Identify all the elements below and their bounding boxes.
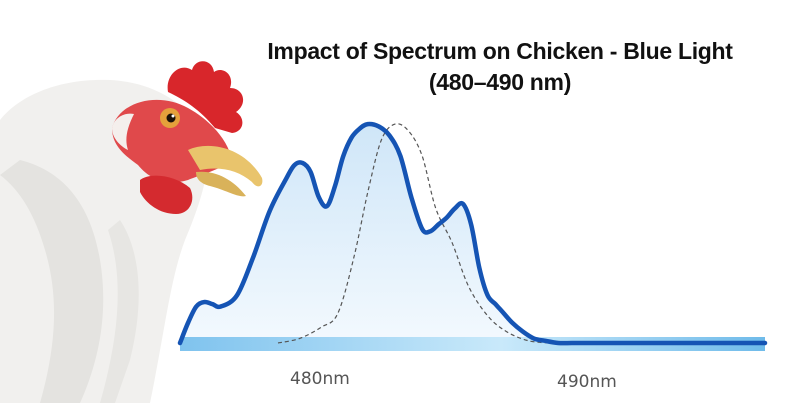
chart-subtitle: (480–490 nm) xyxy=(428,69,572,95)
chart-title: Impact of Spectrum on Chicken - Blue Lig… xyxy=(267,38,733,64)
chicken-comb xyxy=(167,61,244,133)
chicken-feather-shading xyxy=(0,160,104,403)
blue-light-spectrum-series xyxy=(177,121,768,346)
x-tick-label-480: 480nm xyxy=(290,369,350,389)
wavelength-axis-band xyxy=(180,337,765,351)
chicken-beak xyxy=(188,145,263,187)
chicken-eye-highlight xyxy=(171,114,175,118)
chicken-feather-shading xyxy=(100,220,139,403)
chicken-cheek-feathers xyxy=(112,113,134,150)
chicken-wattle xyxy=(140,175,193,214)
chicken-image xyxy=(0,61,263,403)
chicken-lower-beak xyxy=(196,171,246,197)
x-tick-label-490: 490nm xyxy=(557,372,617,392)
